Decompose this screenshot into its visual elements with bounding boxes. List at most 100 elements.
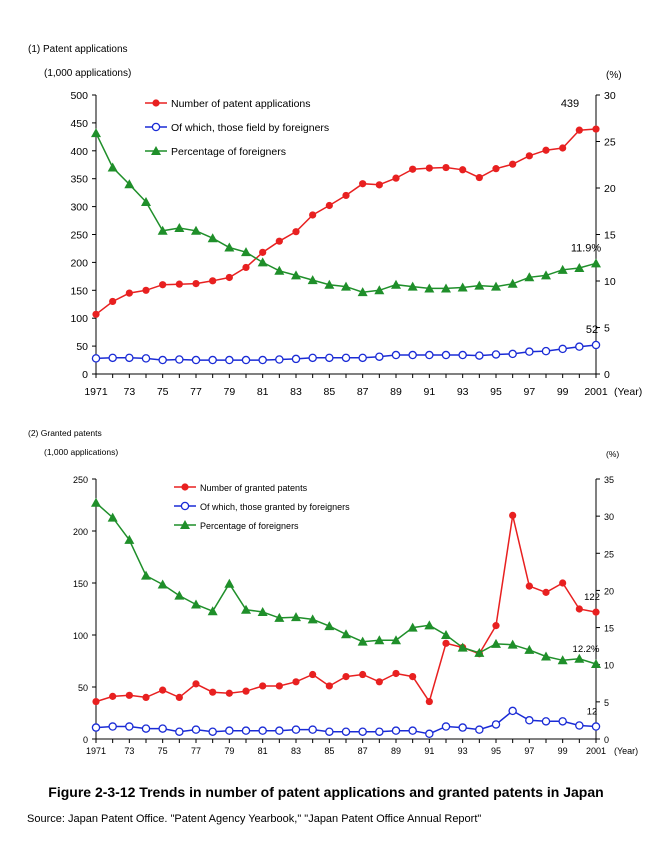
red-series-point (159, 686, 167, 694)
green-series-point (91, 497, 101, 507)
green-series-point (357, 287, 368, 297)
blue-series-point (358, 727, 367, 736)
blue-series-point (508, 706, 517, 716)
x-tick-label: 89 (390, 386, 402, 398)
red-series-point (409, 165, 417, 173)
end-value-label: 11.9% (571, 242, 602, 254)
blue-series-point (108, 722, 117, 731)
red-series-point (559, 579, 567, 587)
green-series-point (224, 578, 235, 588)
x-tick-label: 87 (358, 746, 368, 756)
green-series-point (474, 280, 485, 290)
green-series-point (91, 128, 101, 138)
red-series-point (242, 687, 250, 695)
green-series-point (507, 278, 518, 288)
left-tick-label: 0 (83, 735, 88, 745)
blue-series-point (141, 354, 151, 363)
x-tick-label: 85 (324, 746, 334, 756)
right-tick-label: 0 (604, 735, 609, 745)
red-series-point (325, 201, 333, 210)
green-series-point (391, 279, 401, 289)
green-series-point (241, 604, 251, 614)
x-tick-label: 77 (191, 746, 201, 756)
red-series-point (225, 689, 233, 697)
x-tick-label: 1971 (84, 386, 108, 398)
blue-series-point (525, 716, 534, 725)
x-axis-unit: (Year) (614, 746, 638, 756)
green-series-point (191, 225, 201, 235)
left-tick-label: 100 (73, 631, 88, 641)
x-tick-label: 75 (158, 746, 168, 756)
right-tick-label: 5 (604, 698, 609, 708)
legend-swatch-marker (181, 483, 189, 491)
left-tick-label: 50 (78, 683, 88, 693)
blue-series-point (541, 717, 551, 726)
red-series-point (375, 181, 383, 189)
x-tick-label: 73 (123, 386, 135, 398)
left-tick-label: 500 (70, 90, 88, 102)
red-series-point (575, 605, 583, 613)
red-series-point (309, 670, 317, 679)
red-series-point (92, 697, 100, 706)
red-series-point (525, 582, 533, 590)
blue-series-point (358, 353, 367, 363)
green-series-point (557, 264, 568, 274)
blue-series-point (258, 726, 267, 735)
green-series-point (141, 570, 151, 580)
green-series-point (107, 162, 118, 172)
red-series-point (542, 588, 550, 596)
left-tick-label: 50 (76, 341, 88, 353)
x-tick-label: 93 (458, 746, 468, 756)
red-series-point (475, 173, 483, 182)
green-series-point (157, 225, 168, 235)
red-series-point (425, 697, 433, 706)
red-series-point (592, 608, 600, 616)
blue-series-point (575, 721, 584, 730)
blue-series-point (558, 344, 567, 354)
blue-series-point (175, 727, 184, 736)
green-series-point (424, 620, 435, 630)
right-tick-label: 15 (604, 624, 614, 634)
red-series-point (342, 191, 350, 200)
green-series-point (291, 270, 301, 280)
red-series-point (275, 682, 283, 690)
red-series-point (142, 286, 150, 294)
x-tick-label: 87 (357, 386, 369, 398)
x-tick-label: 95 (490, 386, 502, 398)
red-series-point (492, 622, 500, 630)
legend-swatch-marker (151, 146, 161, 155)
end-value-label: 122 (584, 592, 600, 603)
green-series-point (491, 281, 501, 291)
red-series-point (109, 692, 117, 700)
blue-series-point (475, 351, 484, 360)
right-axis-unit: (%) (606, 70, 622, 81)
blue-series-point (391, 726, 401, 735)
blue-series-point (458, 350, 467, 360)
left-tick-label: 0 (82, 369, 88, 381)
blue-series-point (558, 717, 567, 726)
x-tick-label: 1971 (86, 746, 106, 756)
red-series-point (125, 691, 133, 699)
green-series-point (191, 599, 201, 609)
green-series-point (407, 622, 418, 632)
right-tick-label: 0 (604, 369, 610, 381)
end-value-label: 439 (561, 98, 579, 110)
red-series-point (209, 688, 217, 696)
green-series-point (541, 651, 551, 661)
green-series-point (224, 242, 235, 252)
blue-series-point (125, 353, 134, 363)
blue-series-point (591, 340, 601, 350)
legend-swatch-marker (152, 99, 160, 107)
blue-series-point (125, 722, 134, 731)
blue-series-point (475, 725, 484, 734)
blue-series-point (341, 353, 351, 363)
right-tick-label: 25 (604, 137, 616, 149)
right-tick-label: 20 (604, 183, 616, 195)
blue-series-point (591, 722, 601, 731)
green-series-point (257, 257, 268, 267)
left-tick-label: 200 (70, 257, 88, 269)
legend-label: Of which, those field by foreigners (171, 122, 329, 134)
x-tick-label: 83 (291, 746, 301, 756)
